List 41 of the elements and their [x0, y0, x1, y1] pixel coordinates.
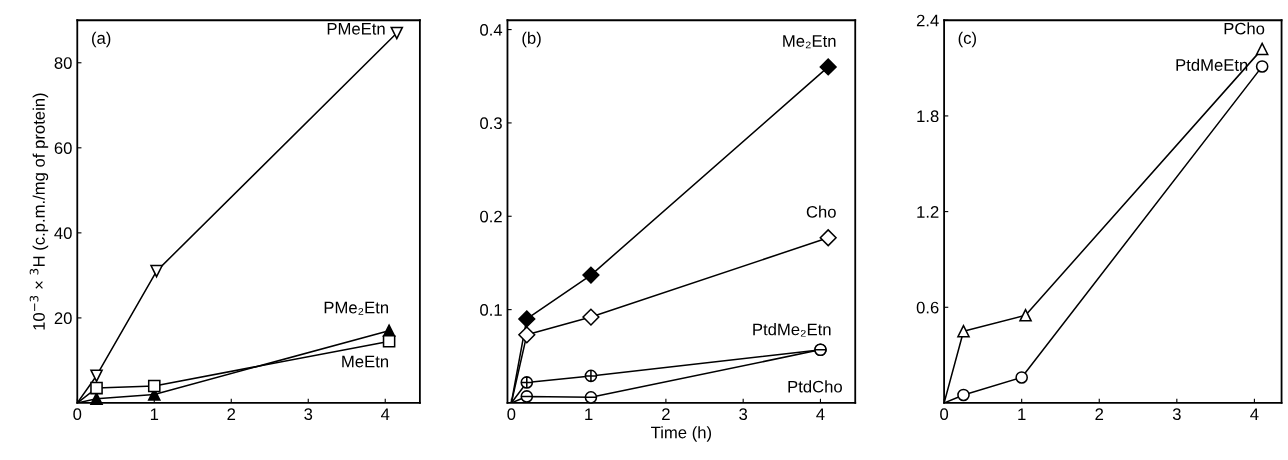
- x-tick-label: 0: [940, 408, 949, 421]
- series-label: PtdMeEtn: [1176, 58, 1248, 71]
- x-tick-label: 3: [1172, 408, 1181, 421]
- x-tick-label: 4: [380, 408, 390, 420]
- series-label: PtdMe₂Etn: [753, 323, 831, 337]
- x-tick-label: 0: [73, 408, 82, 421]
- series-label: PMeEtn: [327, 23, 385, 35]
- series-label: PCho: [1224, 22, 1265, 35]
- x-tick-label: 1: [1018, 408, 1026, 420]
- y-tick-label: 0.4: [480, 23, 503, 36]
- y-tick-label: 60: [54, 142, 72, 155]
- annotation: (c): [958, 31, 976, 48]
- y-tick-label: 1.8: [917, 110, 939, 123]
- y-tick-label: 20: [54, 312, 72, 325]
- y-tick-label: 0.3: [480, 117, 502, 130]
- x-tick-label: 4: [816, 408, 825, 420]
- annotation: (a): [92, 31, 111, 48]
- series-label: Cho: [806, 205, 836, 218]
- y-tick-label: 1.2: [917, 206, 939, 218]
- x-tick-label: 2: [1095, 408, 1104, 420]
- series-label: Me₂Etn: [783, 35, 836, 49]
- x-tick-label: 3: [739, 408, 748, 421]
- series-label: MeEtn: [342, 355, 389, 368]
- series-label: PtdCho: [788, 380, 842, 393]
- y-tick-label: 0.1: [480, 304, 502, 316]
- y-tick-label: 40: [54, 227, 72, 240]
- x-tick-label: 1: [585, 408, 593, 420]
- x-tick-label: 0: [507, 408, 516, 421]
- x-tick-label: 3: [304, 408, 313, 421]
- y-tick-label: 2.4: [916, 14, 939, 27]
- annotation: (b): [522, 31, 541, 48]
- x-tick-label: 4: [1250, 408, 1259, 420]
- y-tick-label: 0.6: [916, 301, 939, 314]
- x-axis-title: Time (h): [651, 426, 712, 442]
- series-label: PMe₂Etn: [324, 301, 389, 315]
- y-tick-label: 80: [54, 57, 72, 69]
- x-tick-label: 2: [227, 408, 236, 420]
- x-tick-label: 2: [662, 408, 670, 420]
- y-axis-title: 10$^{−3}$ × $^{3}$H (c.p.m./mg of protein): [29, 93, 49, 330]
- x-tick-label: 1: [150, 408, 159, 420]
- y-tick-label: 0.2: [480, 210, 502, 223]
